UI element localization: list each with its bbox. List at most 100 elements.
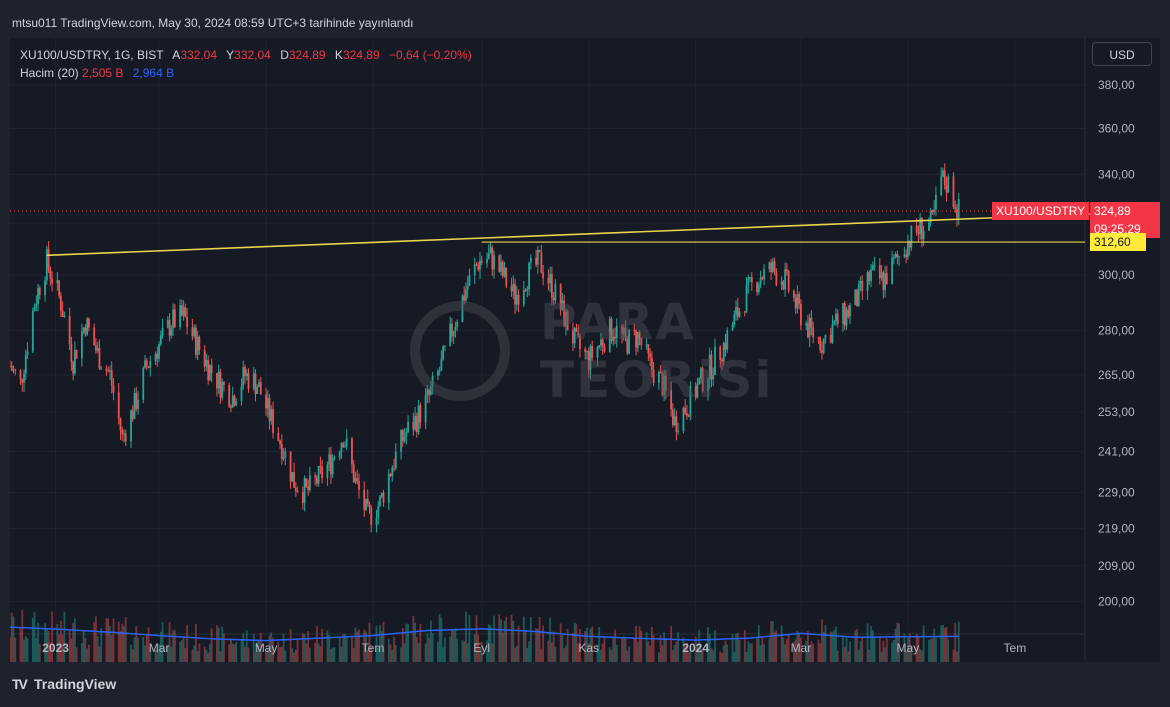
volume-bar (785, 638, 788, 662)
candle-up (270, 409, 273, 422)
candle-up (608, 318, 611, 352)
volume-bar (456, 638, 459, 662)
x-tick-label: 2023 (42, 641, 69, 655)
volume-bar (35, 638, 38, 662)
volume-bar (144, 645, 146, 662)
volume-bar (870, 626, 872, 662)
volume-bar (707, 627, 709, 662)
volume-bar (647, 641, 650, 662)
x-tick-label: May (255, 641, 278, 655)
volume-bar (93, 622, 96, 662)
currency-button[interactable]: USD (1092, 42, 1152, 66)
candle-up (242, 367, 245, 387)
candle-up (763, 269, 765, 280)
candle-down (51, 278, 53, 284)
candle-up (565, 311, 567, 327)
volume-bar (82, 631, 85, 662)
volume-bar (158, 643, 160, 662)
volume-bar (37, 622, 39, 662)
candle-up (354, 478, 357, 483)
candle-up (158, 344, 160, 359)
candle-up (82, 327, 85, 332)
volume-bar (942, 624, 944, 662)
volume-bar (219, 651, 222, 662)
volume-bar (196, 650, 199, 662)
volume-bar (738, 640, 741, 662)
candle-down (98, 347, 101, 369)
candle-up (673, 416, 676, 426)
candle-up (291, 472, 294, 482)
candle-down (305, 478, 308, 487)
volume-bar (203, 646, 206, 662)
volume-bar (771, 621, 774, 662)
volume-bar (254, 651, 257, 662)
price-chart[interactable]: 380,00360,00340,00320,00300,00280,00265,… (10, 38, 1160, 662)
candle-down (671, 409, 674, 426)
candle-up (23, 373, 25, 383)
volume-bar (677, 632, 680, 662)
candle-up (438, 370, 441, 372)
tradingview-logo[interactable]: TV TradingView (12, 676, 116, 692)
volume-bar (461, 639, 464, 662)
volume-bar (547, 640, 550, 662)
volume-bar (173, 630, 176, 662)
candle-down (498, 255, 501, 272)
candle-down (861, 280, 864, 291)
symbol-label[interactable]: XU100/USDTRY, 1G, BIST (20, 48, 164, 62)
candle-down (721, 360, 723, 362)
volume-bar (280, 646, 283, 662)
volume-bar (230, 638, 232, 662)
volume-bar (957, 621, 960, 662)
volume-bar (209, 644, 211, 662)
candle-up (929, 210, 932, 223)
volume-bar (780, 625, 783, 662)
volume-bar (528, 641, 530, 662)
volume-bar (782, 637, 785, 662)
candle-up (808, 317, 811, 338)
candle-down (812, 326, 815, 338)
chart-pane[interactable]: 380,00360,00340,00320,00300,00280,00265,… (10, 38, 1160, 662)
volume-bar (186, 624, 189, 662)
volume-bar (480, 641, 483, 662)
candle-up (142, 367, 145, 400)
high-label: Y (226, 48, 235, 62)
candle-down (70, 344, 73, 363)
candle-up (454, 326, 457, 332)
candle-down (358, 480, 360, 490)
volume-bar (240, 639, 243, 662)
volume-bar (265, 651, 267, 662)
volume-bar (824, 625, 827, 662)
volume-bar (380, 630, 383, 662)
volume-bar (193, 645, 196, 662)
volume-bar (161, 622, 164, 662)
volume-bar (847, 651, 850, 662)
candle-up (479, 260, 481, 270)
volume-bar (268, 635, 271, 662)
candle-down (650, 357, 653, 370)
volume-bar (684, 645, 687, 662)
volume-bar (505, 616, 508, 662)
candle-down (307, 486, 310, 491)
volume-bar (72, 622, 75, 662)
x-tick-label: Mar (149, 641, 170, 655)
volume-bar (873, 636, 876, 662)
candle-up (44, 280, 46, 296)
candle-up (645, 344, 648, 346)
candle-up (780, 281, 783, 285)
candle-down (280, 443, 283, 459)
candle-down (535, 257, 538, 265)
candle-up (96, 347, 99, 351)
candle-up (33, 306, 36, 311)
x-tick-label: 2024 (682, 641, 709, 655)
symbol-price-tag: XU100/USDTRY (992, 202, 1090, 221)
y-tick-label: 209,00 (1098, 559, 1135, 573)
candle-down (775, 271, 778, 285)
volume-bar (170, 646, 173, 662)
candle-up (130, 410, 132, 442)
volume-bar (573, 622, 576, 662)
candle-down (279, 440, 281, 444)
y-tick-label: 340,00 (1098, 167, 1135, 181)
volume-bar (210, 628, 213, 662)
candle-down (289, 451, 292, 482)
volume-label[interactable]: Hacim (20) (20, 66, 79, 80)
